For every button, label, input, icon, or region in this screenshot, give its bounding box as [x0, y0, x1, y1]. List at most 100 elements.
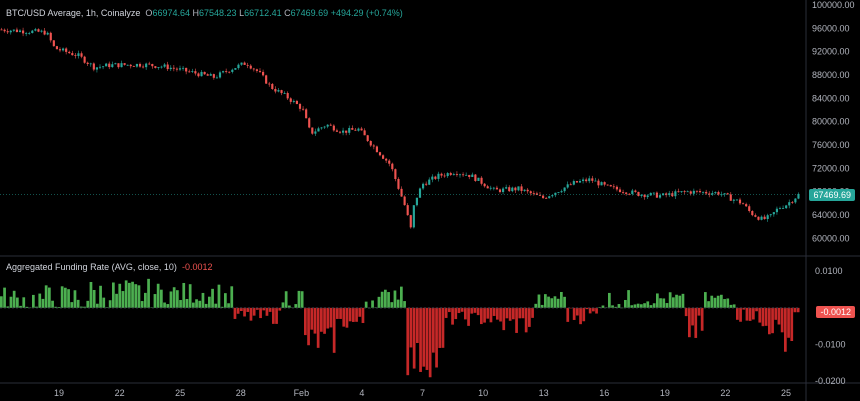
- candle-body: [431, 176, 434, 180]
- funding-bar: [534, 303, 538, 308]
- candle-body: [58, 49, 62, 51]
- candle-body: [342, 130, 345, 133]
- candle-body: [314, 131, 317, 134]
- candle-body: [415, 197, 418, 206]
- candle-body: [409, 215, 412, 228]
- candle-body: [157, 67, 160, 68]
- candle-body: [375, 146, 378, 153]
- candle-body: [138, 63, 142, 67]
- funding-bar: [688, 307, 691, 338]
- funding-bar: [406, 307, 410, 376]
- candle-body: [615, 186, 618, 190]
- funding-bar: [553, 296, 557, 308]
- funding-bar: [528, 307, 531, 327]
- candle-body: [34, 29, 37, 31]
- funding-bar: [457, 307, 461, 314]
- candle-body: [689, 191, 692, 194]
- price-tick-label: 96000.00: [812, 23, 850, 33]
- funding-legend: Aggregated Funding Rate (AVG, close, 10)…: [6, 262, 212, 272]
- funding-bar: [476, 307, 480, 316]
- funding-bar: [697, 307, 701, 316]
- candle-body: [745, 204, 748, 207]
- funding-bar: [246, 307, 250, 312]
- funding-name: Aggregated Funding Rate (AVG, close, 10): [6, 262, 177, 272]
- candle-body: [425, 183, 428, 185]
- funding-bar: [684, 307, 688, 317]
- time-tick-label: 22: [720, 388, 730, 398]
- funding-bar: [345, 307, 349, 328]
- candle-body: [394, 169, 397, 180]
- candle-body: [151, 64, 154, 67]
- funding-bar: [252, 307, 256, 316]
- candle-body: [514, 187, 517, 191]
- funding-bar: [54, 306, 58, 308]
- funding-bar: [352, 307, 355, 322]
- candle-body: [108, 63, 111, 68]
- funding-bar: [793, 307, 797, 313]
- time-tick-label: Feb: [294, 388, 310, 398]
- open-label: O: [145, 8, 153, 18]
- funding-tick-label: 0.0100: [815, 266, 843, 276]
- candle-body: [591, 178, 594, 181]
- candle-body: [332, 125, 335, 131]
- candle-body: [317, 128, 320, 132]
- candle-body: [249, 65, 252, 69]
- candle-body: [495, 187, 498, 190]
- candle-body: [643, 194, 646, 198]
- funding-bar: [665, 303, 669, 308]
- funding-bar: [726, 298, 730, 308]
- funding-bar: [598, 307, 602, 308]
- funding-bar: [608, 292, 611, 308]
- funding-bar: [3, 287, 6, 308]
- candle-body: [323, 126, 326, 128]
- funding-bar: [748, 307, 752, 321]
- funding-bar: [233, 307, 237, 319]
- candle-body: [206, 74, 209, 76]
- candle-body: [240, 62, 243, 65]
- funding-bar: [288, 305, 291, 308]
- funding-bar: [620, 307, 624, 309]
- candle-body: [566, 184, 569, 188]
- candle-body: [86, 62, 89, 64]
- candle-body: [742, 203, 745, 205]
- funding-bar: [547, 296, 550, 308]
- candle-body: [255, 69, 258, 71]
- candle-body: [191, 71, 194, 72]
- candle-body: [243, 62, 246, 65]
- candle-body: [212, 74, 215, 78]
- funding-bar: [422, 307, 426, 367]
- funding-bar: [480, 307, 483, 325]
- funding-bar: [224, 293, 227, 308]
- funding-bar: [505, 307, 509, 319]
- funding-bar: [6, 306, 10, 308]
- funding-bar: [131, 281, 134, 308]
- candle-body: [283, 93, 286, 94]
- candle-body: [169, 67, 172, 70]
- funding-bar: [361, 307, 365, 324]
- candle-body: [46, 32, 49, 35]
- funding-bar: [35, 306, 38, 308]
- candle-body: [782, 208, 785, 209]
- candle-body: [680, 191, 683, 193]
- time-tick-label: 22: [115, 388, 125, 398]
- funding-bar: [300, 291, 304, 308]
- funding-bar: [576, 307, 579, 316]
- funding-tick-label: -0.0200: [815, 376, 846, 386]
- funding-bar: [636, 303, 640, 308]
- candle-body: [668, 193, 671, 196]
- funding-bar: [147, 278, 150, 308]
- funding-bar: [675, 294, 678, 308]
- candle-body: [545, 197, 548, 199]
- candle-body: [0, 29, 3, 31]
- funding-bar: [643, 303, 646, 308]
- funding-bar: [771, 307, 774, 334]
- candle-body: [714, 192, 717, 194]
- funding-bar: [652, 303, 656, 308]
- funding-bar: [172, 287, 176, 308]
- funding-bar: [19, 305, 22, 308]
- candle-body: [618, 189, 622, 193]
- funding-bar: [268, 307, 272, 312]
- candle-body: [71, 53, 74, 56]
- funding-bar: [89, 281, 93, 308]
